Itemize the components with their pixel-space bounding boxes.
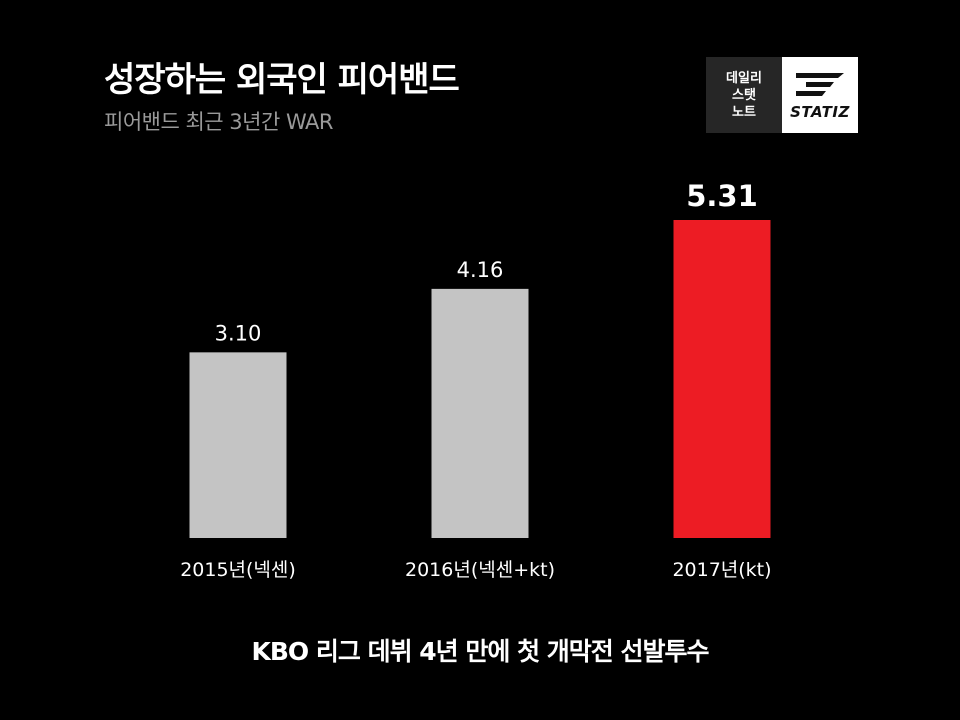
chart-subtitle: 피어밴드 최근 3년간 WAR xyxy=(104,110,334,134)
statiz-logo: 데일리 스탯 노트 STATIZ xyxy=(706,57,858,133)
logo-line-2: 스탯 xyxy=(732,87,756,103)
logo-daily-stat-note: 데일리 스탯 노트 xyxy=(706,57,782,133)
value-label-2: 4.16 xyxy=(457,258,504,282)
category-label-2: 2016년(넥센+kt) xyxy=(405,559,555,581)
bar-2 xyxy=(431,288,529,538)
bar-3 xyxy=(673,220,771,538)
value-label-3: 5.31 xyxy=(686,179,758,213)
logo-statiz-mark: STATIZ xyxy=(782,57,858,133)
logo-line-1: 데일리 xyxy=(726,70,762,86)
category-label-1: 2015년(넥센) xyxy=(180,559,296,581)
bar-1 xyxy=(189,352,287,538)
statiz-stripes-icon xyxy=(796,73,844,96)
logo-line-3: 노트 xyxy=(732,104,756,120)
category-label-3: 2017년(kt) xyxy=(672,559,771,581)
chart-title: 성장하는 외국인 피어밴드 xyxy=(104,60,460,100)
value-label-1: 3.10 xyxy=(215,321,262,345)
logo-wordmark: STATIZ xyxy=(790,103,850,121)
chart-footnote: KBO 리그 데뷔 4년 만에 첫 개막전 선발투수 xyxy=(251,637,709,666)
